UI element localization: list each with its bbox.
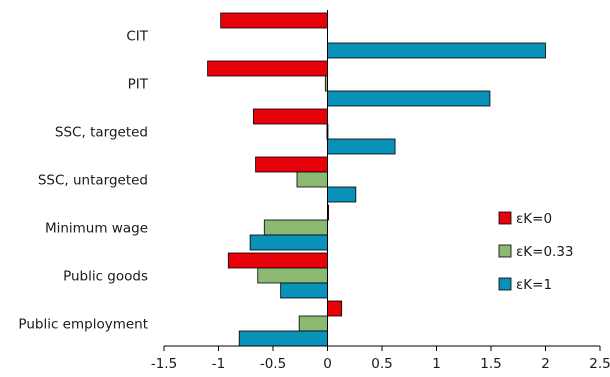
x-tick-label: 2 — [541, 356, 550, 372]
x-axis: -1.5 -1 -0.5 0 0.5 1 1.5 2 2.5 — [151, 345, 610, 372]
bar-ssc-untargeted-series-2 — [296, 171, 328, 188]
category-label-cit: CIT — [126, 29, 148, 45]
bar-public-goods-series-2 — [257, 267, 328, 284]
legend-label-3: εK=1 — [516, 277, 552, 293]
x-tick-label: 2.5 — [589, 356, 610, 372]
bar-public-employment-series-1 — [327, 300, 343, 317]
bar-ssc-targeted-series-1 — [252, 108, 328, 125]
category-label-ssc-targeted: SSC, targeted — [55, 125, 148, 141]
x-tick-label: -1 — [212, 356, 225, 372]
bar-public-goods-series-3 — [280, 282, 328, 299]
bar-minimum-wage-series-2 — [263, 219, 328, 236]
x-tick-label: 0.5 — [371, 356, 392, 372]
legend-label-2: εK=0.33 — [516, 244, 574, 260]
bar-ssc-untargeted-series-1 — [255, 156, 328, 173]
category-label-public-employment: Public employment — [18, 317, 148, 333]
legend-swatch-3 — [498, 277, 512, 291]
bars — [207, 12, 546, 347]
bar-ssc-targeted-series-3 — [327, 138, 396, 155]
bar-minimum-wage-series-3 — [249, 234, 328, 251]
bar-ssc-untargeted-series-3 — [327, 186, 357, 203]
x-tick-label: 0 — [323, 356, 332, 372]
legend: εK=0 εK=0.33 εK=1 — [498, 211, 574, 293]
legend-label-1: εK=0 — [516, 211, 552, 227]
bar-public-employment-series-3 — [238, 330, 328, 347]
category-label-public-goods: Public goods — [63, 269, 148, 285]
category-labels: CIT PIT SSC, targeted SSC, untargeted Minimu… — [18, 29, 148, 333]
category-label-minimum-wage: Minimum wage — [45, 221, 148, 237]
legend-swatch-1 — [498, 211, 512, 225]
x-tick-label: 1.5 — [480, 356, 501, 372]
x-tick-label: -1.5 — [151, 356, 177, 372]
legend-swatch-2 — [498, 244, 512, 258]
x-tick-label: -0.5 — [260, 356, 286, 372]
category-label-pit: PIT — [128, 77, 149, 93]
x-tick-label: 1 — [432, 356, 441, 372]
bar-pit-series-1 — [207, 60, 328, 77]
bar-public-employment-series-2 — [298, 315, 328, 332]
category-label-ssc-untargeted: SSC, untargeted — [38, 173, 148, 189]
bar-public-goods-series-1 — [227, 252, 328, 269]
bar-pit-series-3 — [327, 90, 491, 107]
bar-cit-series-3 — [327, 42, 546, 59]
bar-cit-series-1 — [220, 12, 328, 29]
